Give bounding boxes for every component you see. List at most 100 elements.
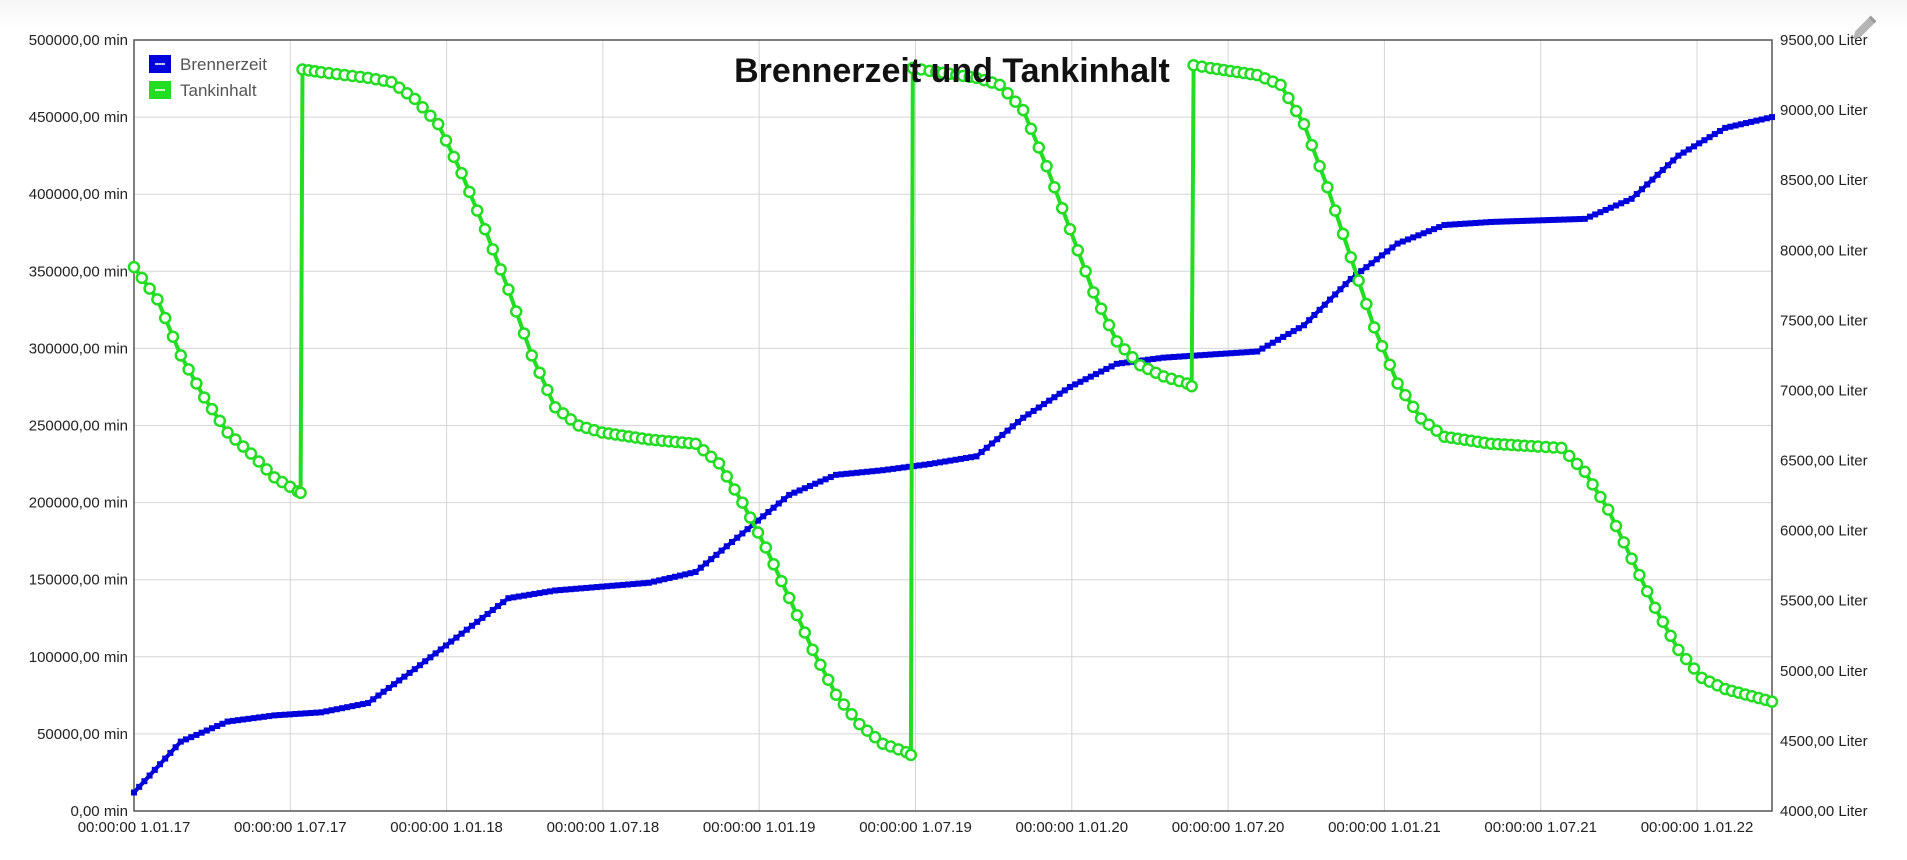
data-point	[1126, 351, 1139, 364]
data-point	[713, 551, 720, 558]
data-point	[370, 696, 377, 703]
x-tick-label: 00:00:00 1.07.17	[234, 819, 347, 836]
data-point	[1687, 662, 1701, 675]
data-point	[1576, 216, 1583, 223]
data-point	[1659, 167, 1666, 174]
data-point	[1414, 412, 1428, 425]
data-point	[1706, 134, 1713, 141]
data-point	[469, 622, 475, 629]
data-point	[552, 587, 559, 594]
data-point	[1406, 400, 1420, 414]
data-point	[1644, 181, 1651, 188]
left-tick-label: 400000,00 min	[29, 186, 128, 203]
data-point	[221, 426, 234, 439]
data-point	[1384, 248, 1391, 255]
data-point	[1639, 186, 1645, 193]
data-point	[244, 447, 258, 460]
data-point	[245, 715, 252, 722]
data-point	[973, 453, 980, 460]
data-point	[890, 465, 897, 472]
edit-pencil-icon[interactable]	[1846, 12, 1880, 46]
data-point	[474, 618, 481, 625]
data-point	[1363, 264, 1370, 271]
data-point	[141, 778, 148, 785]
data-point	[205, 402, 219, 416]
x-tick-label: 00:00:00 1.01.17	[78, 819, 191, 836]
data-point	[697, 444, 710, 457]
data-point	[869, 468, 876, 475]
data-point	[1623, 198, 1630, 205]
data-point	[1483, 219, 1489, 226]
data-point	[1313, 159, 1326, 173]
data-point	[1769, 114, 1775, 121]
data-point	[640, 580, 647, 587]
right-tick-label: 4500,00 Liter	[1780, 733, 1868, 750]
data-point	[801, 485, 808, 492]
data-point	[651, 578, 657, 585]
data-point	[1748, 118, 1755, 125]
data-point	[1394, 240, 1401, 247]
data-point	[728, 483, 741, 496]
legend-label[interactable]: Tankinhalt	[180, 81, 257, 100]
data-point	[1514, 218, 1521, 225]
data-point	[1472, 219, 1479, 226]
data-point	[952, 456, 959, 463]
data-point	[1648, 601, 1662, 614]
data-point	[255, 714, 262, 721]
data-point	[1048, 180, 1061, 194]
data-point	[843, 470, 850, 477]
data-point	[1301, 322, 1307, 329]
data-point	[1094, 302, 1108, 315]
series-line	[132, 63, 1773, 757]
data-point	[443, 642, 449, 649]
data-point	[895, 465, 902, 472]
data-point	[1032, 141, 1046, 154]
data-point	[146, 772, 153, 779]
data-point	[1571, 216, 1578, 223]
data-point	[564, 413, 578, 426]
data-point	[294, 486, 307, 500]
data-point	[427, 654, 434, 661]
data-point	[396, 677, 403, 684]
data-point	[900, 464, 907, 471]
data-point	[1077, 378, 1084, 385]
data-point	[1379, 252, 1385, 259]
data-point	[1581, 215, 1588, 222]
data-point	[292, 711, 299, 718]
data-point	[1545, 217, 1552, 224]
data-point	[1056, 390, 1063, 397]
data-point	[1289, 104, 1303, 118]
data-point	[1009, 423, 1016, 430]
data-point	[323, 708, 330, 715]
data-point	[1025, 411, 1032, 418]
data-point	[1691, 143, 1697, 150]
data-point	[1150, 356, 1157, 363]
data-point	[1654, 171, 1661, 178]
data-point	[1233, 349, 1240, 356]
data-point	[1337, 286, 1344, 293]
legend-label[interactable]: Brennerzeit	[180, 55, 267, 74]
data-point	[1425, 228, 1432, 235]
data-point	[1119, 360, 1125, 367]
data-point	[736, 496, 749, 509]
data-point	[947, 457, 954, 464]
x-tick-label: 00:00:00 1.07.20	[1172, 819, 1285, 836]
data-point	[957, 455, 964, 462]
data-point	[1602, 206, 1609, 213]
data-point	[182, 363, 195, 376]
data-point	[1118, 343, 1131, 356]
data-point	[455, 166, 468, 180]
data-point	[1617, 536, 1631, 549]
data-point	[1633, 191, 1640, 198]
data-point	[1368, 260, 1375, 267]
data-point	[1696, 140, 1703, 147]
data-point	[814, 658, 827, 671]
data-point	[1360, 297, 1373, 311]
data-point	[703, 560, 709, 567]
right-tick-label: 4000,00 Liter	[1780, 803, 1868, 820]
data-point	[548, 401, 562, 414]
data-point	[1570, 457, 1584, 471]
x-tick-label: 00:00:00 1.01.21	[1328, 819, 1441, 836]
data-point	[1191, 352, 1198, 359]
data-point	[1488, 218, 1495, 225]
